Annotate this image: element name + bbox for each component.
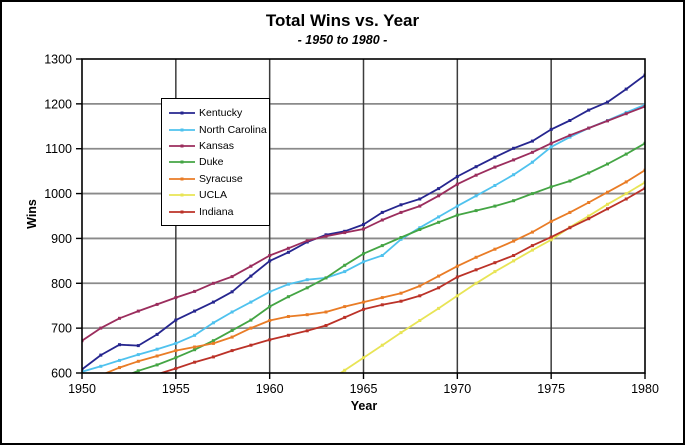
x-tick-label: 1980 xyxy=(631,382,659,396)
x-tick-label: 1965 xyxy=(350,382,378,396)
legend-item-indiana: Indiana xyxy=(169,203,263,219)
data-marker xyxy=(99,384,102,387)
series-line xyxy=(82,74,645,371)
x-tick-label: 1950 xyxy=(68,382,96,396)
series-line xyxy=(82,103,645,373)
series-ucla xyxy=(325,180,645,384)
x-tick-label: 1955 xyxy=(162,382,190,396)
x-tick-label: 1960 xyxy=(256,382,284,396)
legend-label: North Carolina xyxy=(199,123,267,136)
series-line xyxy=(158,187,645,373)
y-tick-label: 800 xyxy=(51,277,72,291)
legend-label: Kansas xyxy=(199,139,235,152)
x-tick-label: 1970 xyxy=(443,382,471,396)
legend-item-north-carolina: North Carolina xyxy=(169,121,267,137)
x-tick-label: 1975 xyxy=(537,382,565,396)
y-tick-label: 1200 xyxy=(44,97,72,111)
legend-item-kansas: Kansas xyxy=(169,138,263,154)
data-marker xyxy=(99,389,102,392)
y-tick-label: 1300 xyxy=(44,53,72,67)
series-line xyxy=(103,169,645,373)
legend-swatch-icon xyxy=(169,128,195,132)
legend-swatch-icon xyxy=(169,160,195,164)
legend-swatch-icon xyxy=(169,177,195,181)
chart-subtitle: - 1950 to 1980 - xyxy=(297,33,388,47)
series-indiana xyxy=(99,186,645,392)
legend-label: Duke xyxy=(199,156,224,169)
series-line xyxy=(82,105,645,342)
data-marker xyxy=(118,377,121,380)
x-axis-title: Year xyxy=(350,399,378,413)
legend-item-duke: Duke xyxy=(169,154,263,170)
legend-item-ucla: UCLA xyxy=(169,187,263,203)
legend-swatch-icon xyxy=(169,210,195,214)
chart-title: Total Wins vs. Year xyxy=(265,11,420,30)
data-marker xyxy=(118,384,121,387)
y-tick-label: 900 xyxy=(51,232,72,246)
y-tick-label: 600 xyxy=(51,367,72,381)
y-tick-label: 700 xyxy=(51,322,72,336)
legend-label: Indiana xyxy=(199,205,234,218)
y-tick-label: 1000 xyxy=(44,187,72,201)
data-marker xyxy=(137,378,140,381)
series-line xyxy=(339,181,645,373)
legend-label: Syracuse xyxy=(199,172,243,185)
legend-item-syracuse: Syracuse xyxy=(169,171,263,187)
legend: Kentucky North Carolina Kansas Duke Syracuse… xyxy=(161,98,270,226)
data-marker xyxy=(325,381,328,384)
legend-swatch-icon xyxy=(169,111,195,115)
series-kentucky xyxy=(82,73,645,371)
legend-label: UCLA xyxy=(199,189,228,202)
y-tick-label: 1100 xyxy=(45,142,72,156)
data-marker xyxy=(99,374,102,377)
legend-swatch-icon xyxy=(169,193,195,197)
legend-item-kentucky: Kentucky xyxy=(169,105,263,121)
legend-swatch-icon xyxy=(169,144,195,148)
series-duke xyxy=(99,141,645,387)
legend-label: Kentucky xyxy=(199,107,243,120)
series-syracuse xyxy=(99,168,645,377)
series-line xyxy=(130,142,645,373)
